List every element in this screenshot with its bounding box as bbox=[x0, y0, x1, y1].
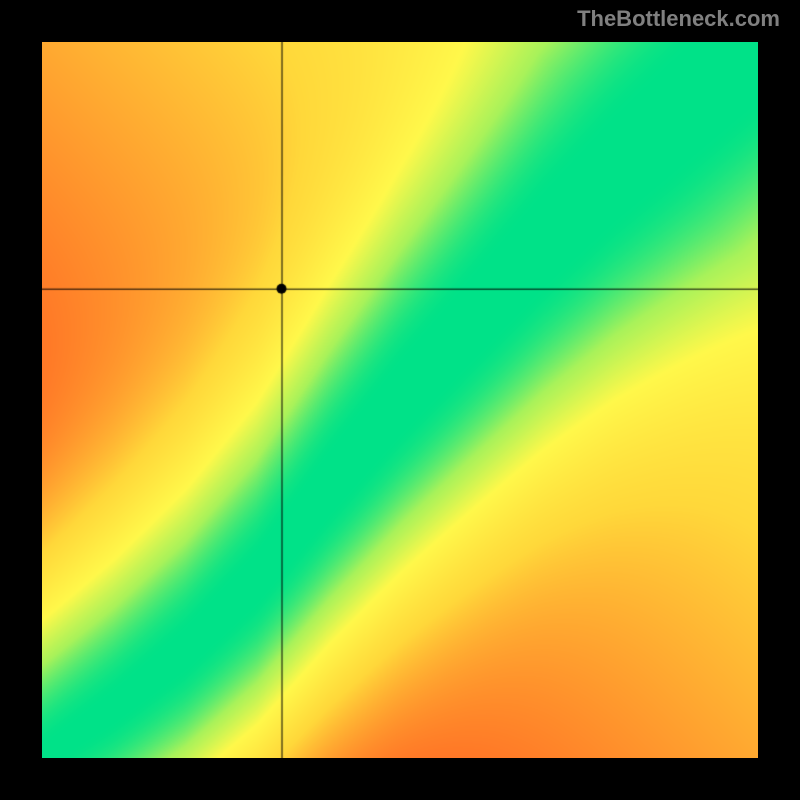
chart-container: TheBottleneck.com bbox=[0, 0, 800, 800]
heatmap-canvas bbox=[42, 42, 758, 758]
watermark-text: TheBottleneck.com bbox=[577, 6, 780, 32]
plot-area bbox=[42, 42, 758, 758]
